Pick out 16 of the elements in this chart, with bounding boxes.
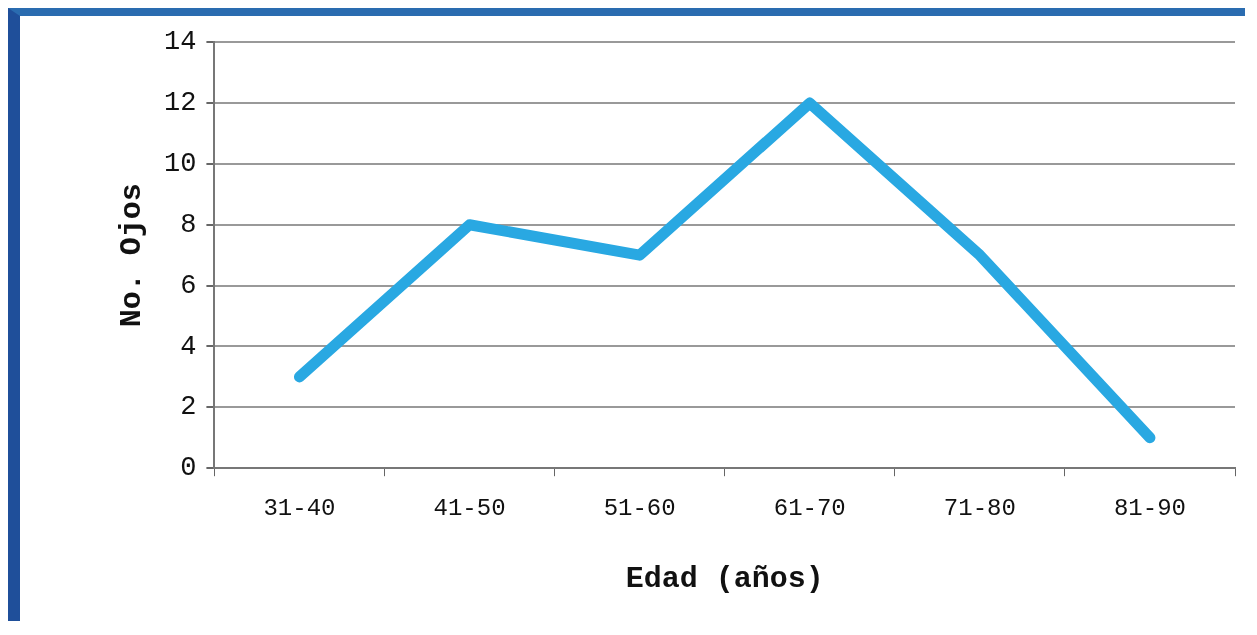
y-tick-label: 10: [164, 149, 197, 180]
x-tick-label: 81-90: [1113, 494, 1186, 522]
y-axis-title: No. Ojos: [114, 183, 149, 328]
x-axis-title: Edad (años): [625, 561, 824, 596]
y-tick-label: 14: [164, 27, 197, 58]
x-tick-label: 41-50: [433, 494, 506, 522]
x-tick-label: 51-60: [603, 494, 676, 522]
x-tick-label: 71-80: [943, 494, 1016, 522]
y-tick-label: 12: [164, 88, 197, 119]
y-tick-label: 4: [180, 331, 197, 362]
y-tick-label: 2: [180, 392, 197, 423]
y-tick-label: 8: [180, 209, 197, 240]
x-tick-label: 31-40: [263, 494, 336, 522]
y-tick-label: 0: [180, 453, 197, 484]
x-tick-label: 61-70: [773, 494, 846, 522]
y-tick-label: 6: [180, 270, 197, 301]
